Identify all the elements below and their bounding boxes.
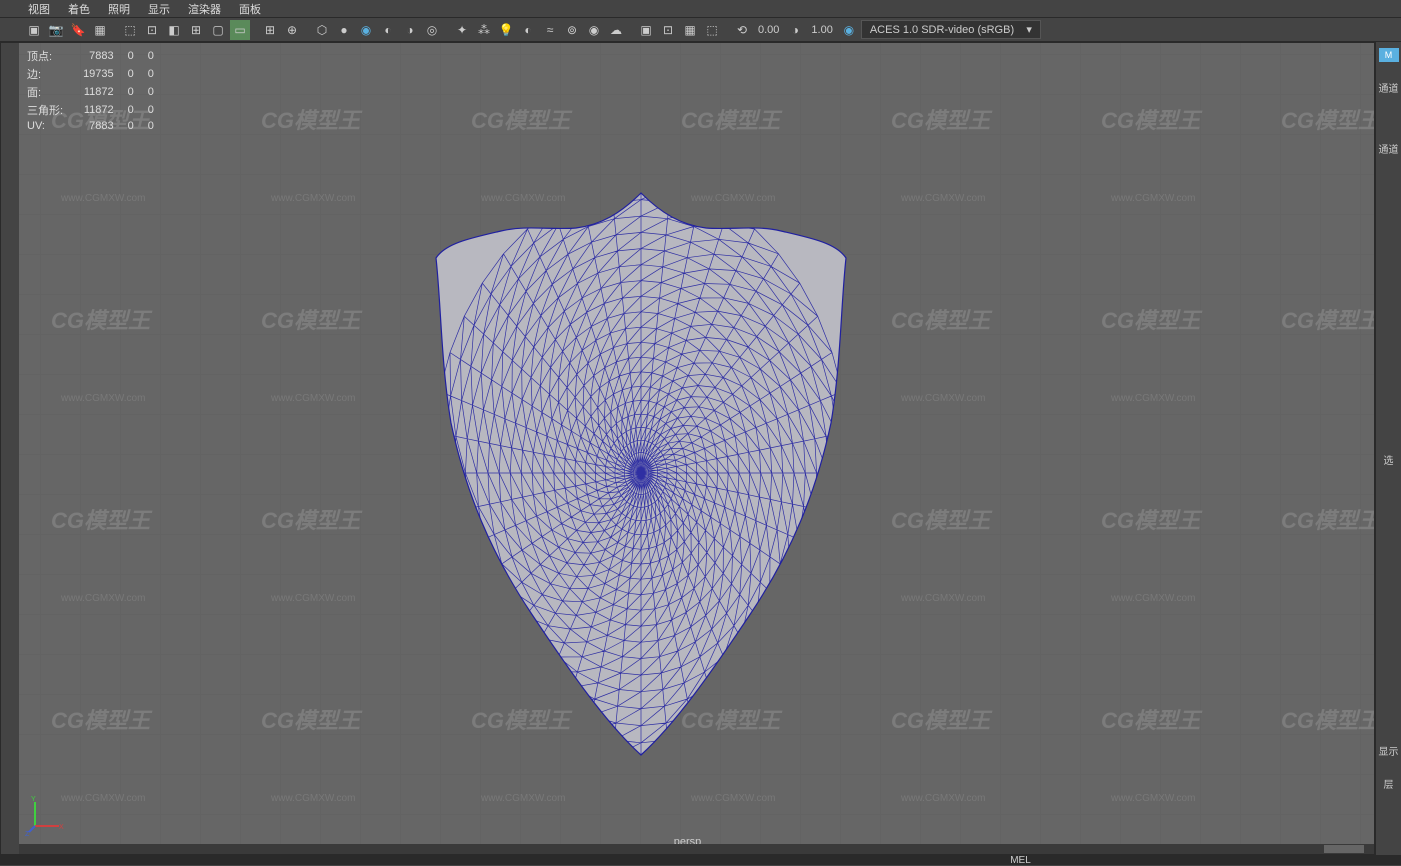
colorspace-icon[interactable]: ◉ [839,20,859,40]
main-area: CG模型王 CG模型王 CG模型王 CG模型王 CG模型王 CG模型王 CG模型… [0,42,1401,855]
right-tab-3[interactable]: 选 [1384,452,1394,467]
bottom-bar: MEL [0,855,1401,865]
colorspace-value: ACES 1.0 SDR-video (sRGB) [870,24,1014,36]
render-icon[interactable]: ▦ [680,20,700,40]
left-strip [1,43,19,854]
dof-icon[interactable]: ◉ [584,20,604,40]
safe-title-icon[interactable]: ▭ [230,20,250,40]
channel-box-icon[interactable]: M [1379,48,1399,62]
viewport[interactable]: CG模型王 CG模型王 CG模型王 CG模型王 CG模型王 CG模型王 CG模型… [0,42,1375,855]
shadows-icon[interactable]: ◑ [400,20,420,40]
select-camera-icon[interactable]: ▣ [24,20,44,40]
right-tab-4[interactable]: 显示 [1379,743,1399,758]
chevron-down-icon: ▾ [1026,23,1032,36]
gamma-icon[interactable]: ◑ [785,20,805,40]
menu-lighting[interactable]: 照明 [108,1,130,17]
menu-shading[interactable]: 着色 [68,1,90,17]
right-tab-2[interactable]: 通道 [1379,141,1399,156]
exposure-icon[interactable]: ⟲ [732,20,752,40]
snapshot-icon[interactable]: ⊡ [658,20,678,40]
svg-text:Z: Z [25,831,30,836]
stats-row-tris: 三角形: 11872 0 0 [27,101,168,119]
stats-row-edges: 边: 19735 0 0 [27,65,168,83]
isolate-icon[interactable]: ◎ [422,20,442,40]
image-plane-icon[interactable]: ▦ [90,20,110,40]
stats-row-uv: UV: 7883 0 0 [27,119,168,133]
multisample-icon[interactable]: ⊚ [562,20,582,40]
fog-icon[interactable]: ☁ [606,20,626,40]
scrollbar-thumb[interactable] [1324,845,1364,853]
film-origin-icon[interactable]: ⊕ [282,20,302,40]
right-tab-5[interactable]: 层 [1384,776,1394,791]
viewport-toolbar: ▣ 📷 🔖 ▦ ⬚ ⊡ ◧ ⊞ ▢ ▭ ⊞ ⊕ ⬡ ● ◉ ◐ ◑ ◎ ✦ ⁂ … [0,18,1401,42]
gate-mask-icon[interactable]: ◧ [164,20,184,40]
menu-show[interactable]: 显示 [148,1,170,17]
menu-renderer[interactable]: 渲染器 [188,1,221,17]
gamma-value[interactable]: 1.00 [807,24,836,36]
ao-icon[interactable]: ◐ [518,20,538,40]
stats-row-verts: 顶点: 7883 0 0 [27,47,168,65]
textured-icon[interactable]: ◉ [356,20,376,40]
right-panel: M 通道 通道 选 显示 层 [1375,42,1401,855]
wireframe-icon[interactable]: ⬡ [312,20,332,40]
ipr-icon[interactable]: ⬚ [702,20,722,40]
mel-label: MEL [1010,855,1031,866]
xray-icon[interactable]: ✦ [452,20,472,40]
light-icon[interactable]: 💡 [496,20,516,40]
grid-icon[interactable]: ⊞ [260,20,280,40]
axis-gizmo[interactable]: Y X Z [25,796,65,836]
bookmark-icon[interactable]: 🔖 [68,20,88,40]
svg-text:X: X [59,824,64,831]
stats-hud: 顶点: 7883 0 0 边: 19735 0 0 面: 11872 0 0 [27,47,168,133]
safe-action-icon[interactable]: ▢ [208,20,228,40]
field-chart-icon[interactable]: ⊞ [186,20,206,40]
stats-row-faces: 面: 11872 0 0 [27,83,168,101]
resolution-gate-icon[interactable]: ⊡ [142,20,162,40]
exposure-value[interactable]: 0.00 [754,24,783,36]
menu-view[interactable]: 视图 [28,1,50,17]
film-gate-icon[interactable]: ⬚ [120,20,140,40]
bake-icon[interactable]: ▣ [636,20,656,40]
scrollbar-bottom[interactable] [19,844,1374,854]
motion-blur-icon[interactable]: ≈ [540,20,560,40]
colorspace-dropdown[interactable]: ACES 1.0 SDR-video (sRGB) ▾ [861,20,1041,39]
right-tab-1[interactable]: 通道 [1379,80,1399,95]
xray-joints-icon[interactable]: ⁂ [474,20,494,40]
wireframe-mesh[interactable] [421,183,861,763]
smooth-shade-icon[interactable]: ● [334,20,354,40]
use-lights-icon[interactable]: ◐ [378,20,398,40]
camera-icon[interactable]: 📷 [46,20,66,40]
svg-text:Y: Y [31,796,36,803]
menu-panels[interactable]: 面板 [239,1,261,17]
menubar: 视图 着色 照明 显示 渲染器 面板 [0,0,1401,18]
